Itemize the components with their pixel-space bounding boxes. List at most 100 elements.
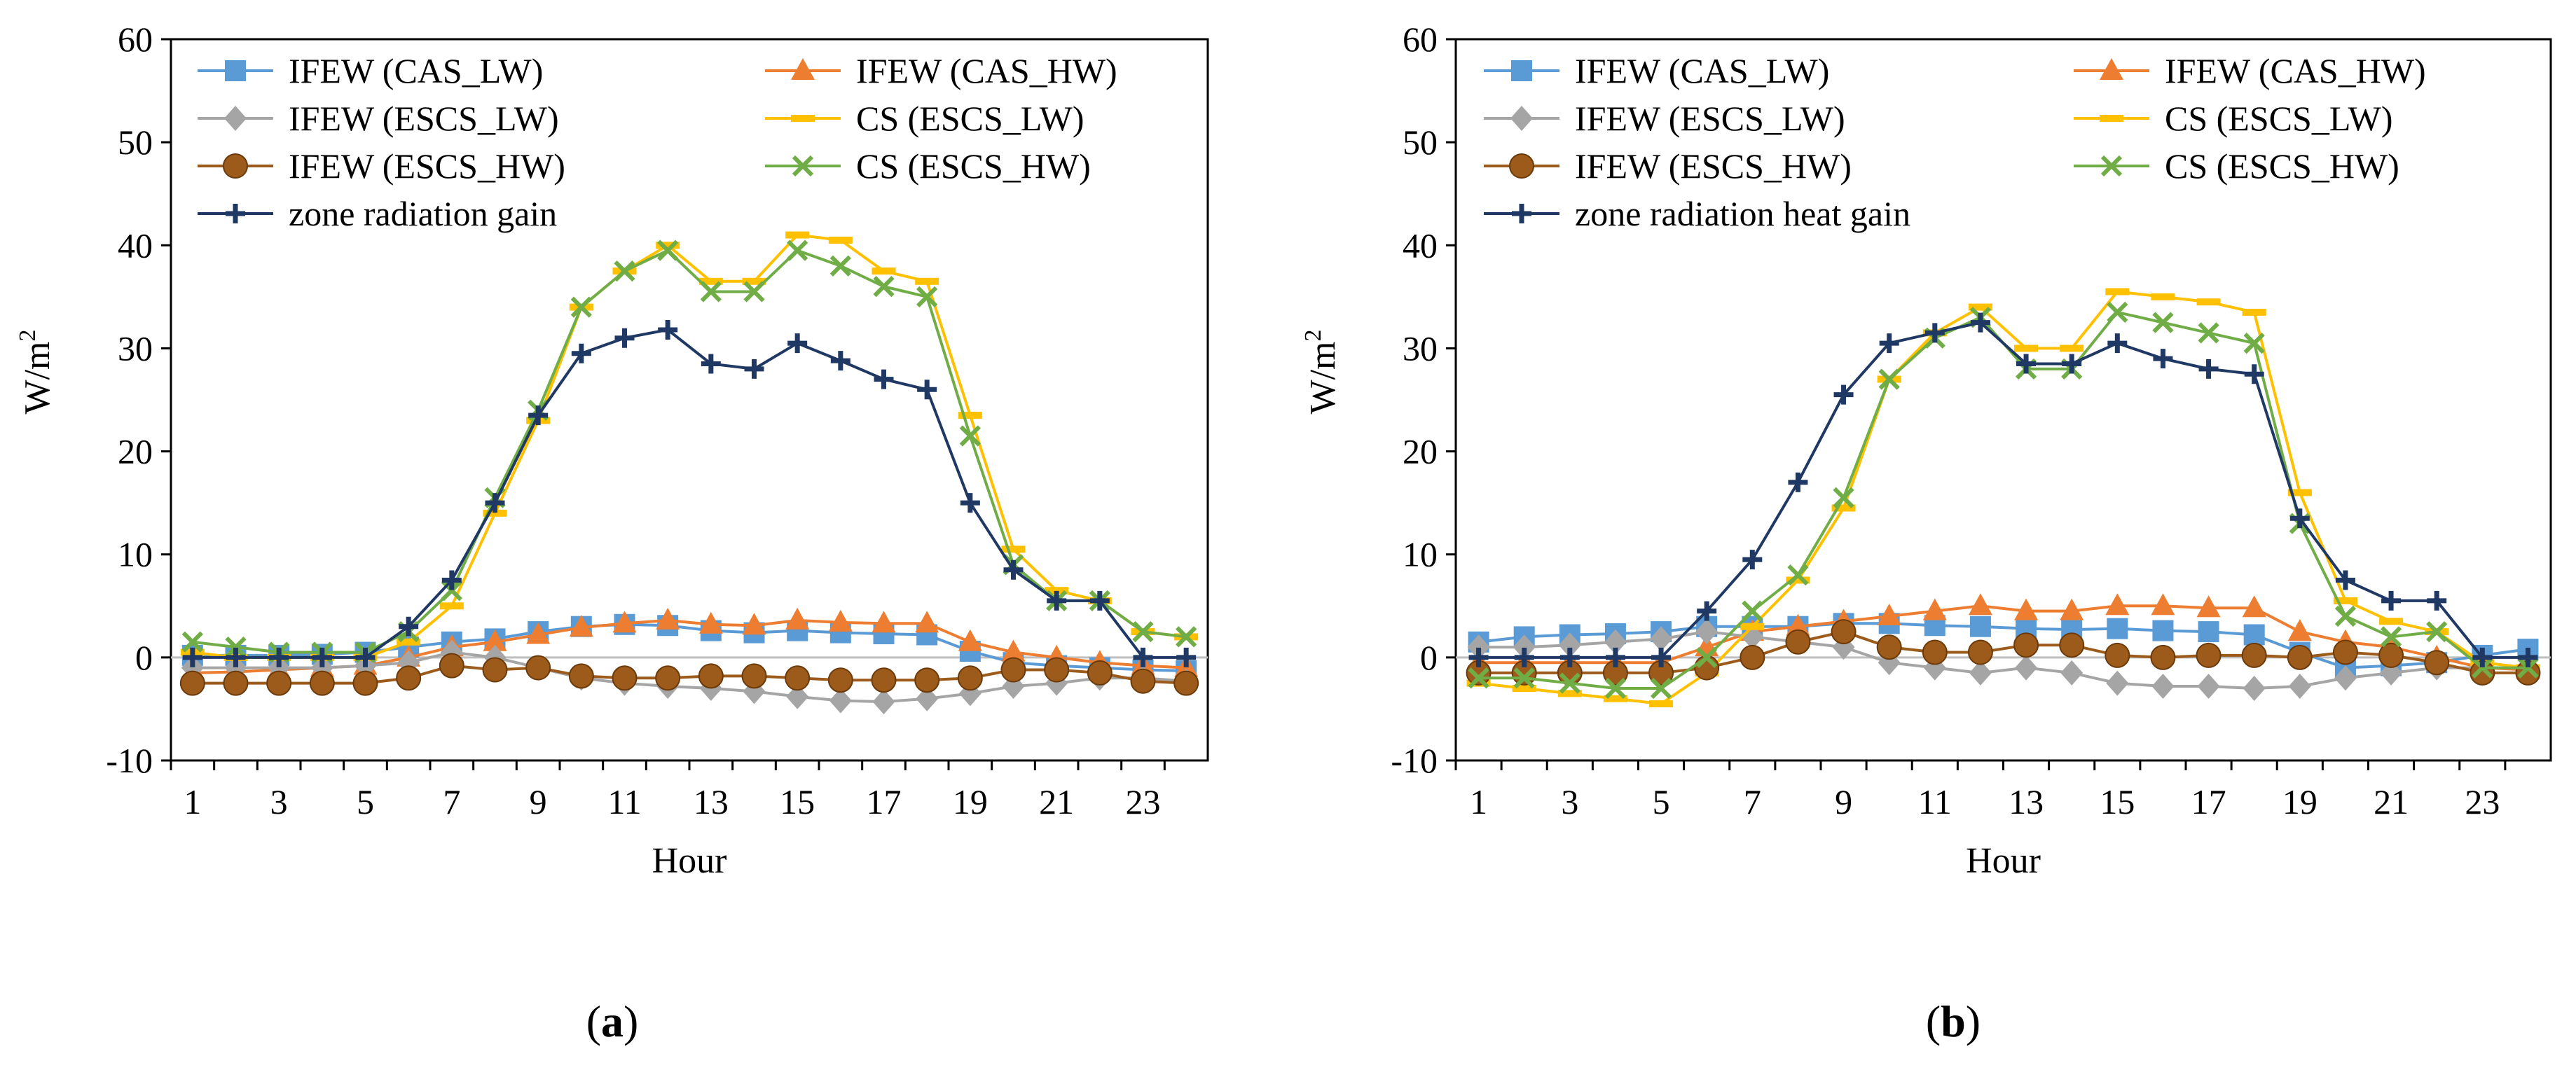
data-point	[655, 665, 681, 691]
data-point	[2062, 354, 2082, 374]
legend-label: IFEW (CAS_HW)	[2165, 51, 2426, 90]
data-point	[2150, 644, 2176, 670]
data-point	[1649, 700, 1674, 708]
data-point	[828, 609, 853, 632]
data-point	[1130, 668, 1156, 694]
data-point	[957, 665, 983, 691]
y-tick-label: 0	[135, 638, 153, 677]
data-point	[917, 380, 937, 400]
data-point	[1605, 647, 1625, 667]
data-point	[915, 611, 939, 633]
legend-marker	[2100, 115, 2123, 122]
series-6	[1468, 312, 2538, 667]
series-line	[1478, 630, 2528, 690]
y-tick-label: 60	[1403, 20, 1438, 59]
legend-entry: CS (ESCS_HW)	[765, 146, 1091, 186]
legend-entry: IFEW (ESCS_LW)	[198, 99, 559, 138]
series-line	[192, 328, 1187, 659]
x-tick-label: 23	[2465, 782, 2500, 821]
data-point	[439, 653, 464, 679]
y-tick-label: 50	[1403, 123, 1438, 162]
legend-label: CS (ESCS_LW)	[856, 99, 1084, 138]
data-point	[2518, 647, 2538, 667]
data-point	[1969, 660, 1992, 686]
data-point	[915, 277, 939, 285]
series-6	[182, 319, 1197, 667]
data-point	[1922, 639, 1948, 665]
data-point	[1742, 550, 1763, 570]
data-point	[2060, 345, 2084, 352]
data-point	[827, 667, 853, 693]
data-point	[266, 670, 292, 696]
data-point	[1176, 626, 1197, 648]
data-point	[742, 277, 766, 285]
legend-entry: IFEW (ESCS_HW)	[1484, 146, 1852, 186]
legend-marker	[2100, 155, 2123, 177]
data-point	[1650, 677, 1672, 700]
data-point	[743, 281, 765, 303]
data-point	[2332, 639, 2358, 665]
data-point	[874, 369, 894, 389]
data-point	[2059, 632, 2085, 658]
x-tick-label: 7	[443, 782, 460, 821]
legend-label: IFEW (CAS_LW)	[1575, 51, 1829, 90]
legend-label: IFEW (ESCS_HW)	[289, 146, 565, 186]
data-point	[958, 629, 982, 651]
data-point	[2289, 508, 2310, 529]
data-point	[2106, 670, 2129, 696]
series-5	[1468, 301, 2539, 700]
legend-label: CS (ESCS_HW)	[856, 146, 1091, 186]
data-point	[441, 580, 462, 602]
x-tick-label: 3	[270, 782, 288, 821]
legend-marker	[2100, 58, 2123, 80]
data-point	[1045, 587, 1069, 595]
data-point	[2244, 364, 2264, 384]
legend-label: IFEW (ESCS_HW)	[1575, 146, 1852, 186]
data-point	[2378, 642, 2404, 668]
y-axis-label: W/m2	[1300, 330, 1343, 415]
data-point	[2380, 626, 2402, 648]
legend-entry: IFEW (CAS_LW)	[198, 51, 543, 90]
data-point	[1742, 600, 1763, 622]
data-point	[1968, 303, 1992, 311]
data-point	[658, 319, 678, 340]
data-point	[1512, 685, 1536, 692]
data-point	[399, 616, 419, 637]
data-point	[2287, 619, 2312, 641]
data-point	[2198, 322, 2219, 344]
data-point	[958, 412, 982, 419]
legend-label: zone radiation heat gain	[1575, 194, 1910, 233]
data-point	[396, 665, 422, 691]
legend-label: zone radiation gain	[289, 194, 557, 233]
data-point	[2152, 312, 2174, 333]
data-point	[352, 670, 378, 696]
data-point	[1831, 619, 1857, 645]
data-point	[2107, 618, 2128, 639]
data-point	[2287, 489, 2312, 496]
x-tick-label: 5	[357, 782, 374, 821]
x-tick-label: 17	[2191, 782, 2226, 821]
data-point	[1833, 384, 1854, 405]
x-tick-label: 5	[1653, 782, 1670, 821]
y-tick-label: 40	[1403, 225, 1438, 265]
data-point	[2241, 642, 2267, 668]
x-tick-label: 9	[1835, 782, 1852, 821]
data-point	[614, 260, 635, 282]
data-point	[482, 657, 508, 683]
y-tick-label: 50	[118, 123, 153, 162]
data-point	[1967, 639, 1993, 665]
y-tick-label: 10	[1403, 535, 1438, 574]
data-point	[873, 276, 895, 298]
legend-marker	[223, 153, 248, 179]
y-tick-label: 40	[118, 225, 153, 265]
data-point	[2153, 349, 2173, 369]
data-point	[872, 611, 896, 633]
data-point	[355, 647, 376, 667]
legend-entry: IFEW (CAS_HW)	[765, 51, 1117, 90]
x-tick-label: 7	[1744, 782, 1761, 821]
data-point	[2334, 665, 2357, 691]
data-point	[568, 663, 594, 689]
